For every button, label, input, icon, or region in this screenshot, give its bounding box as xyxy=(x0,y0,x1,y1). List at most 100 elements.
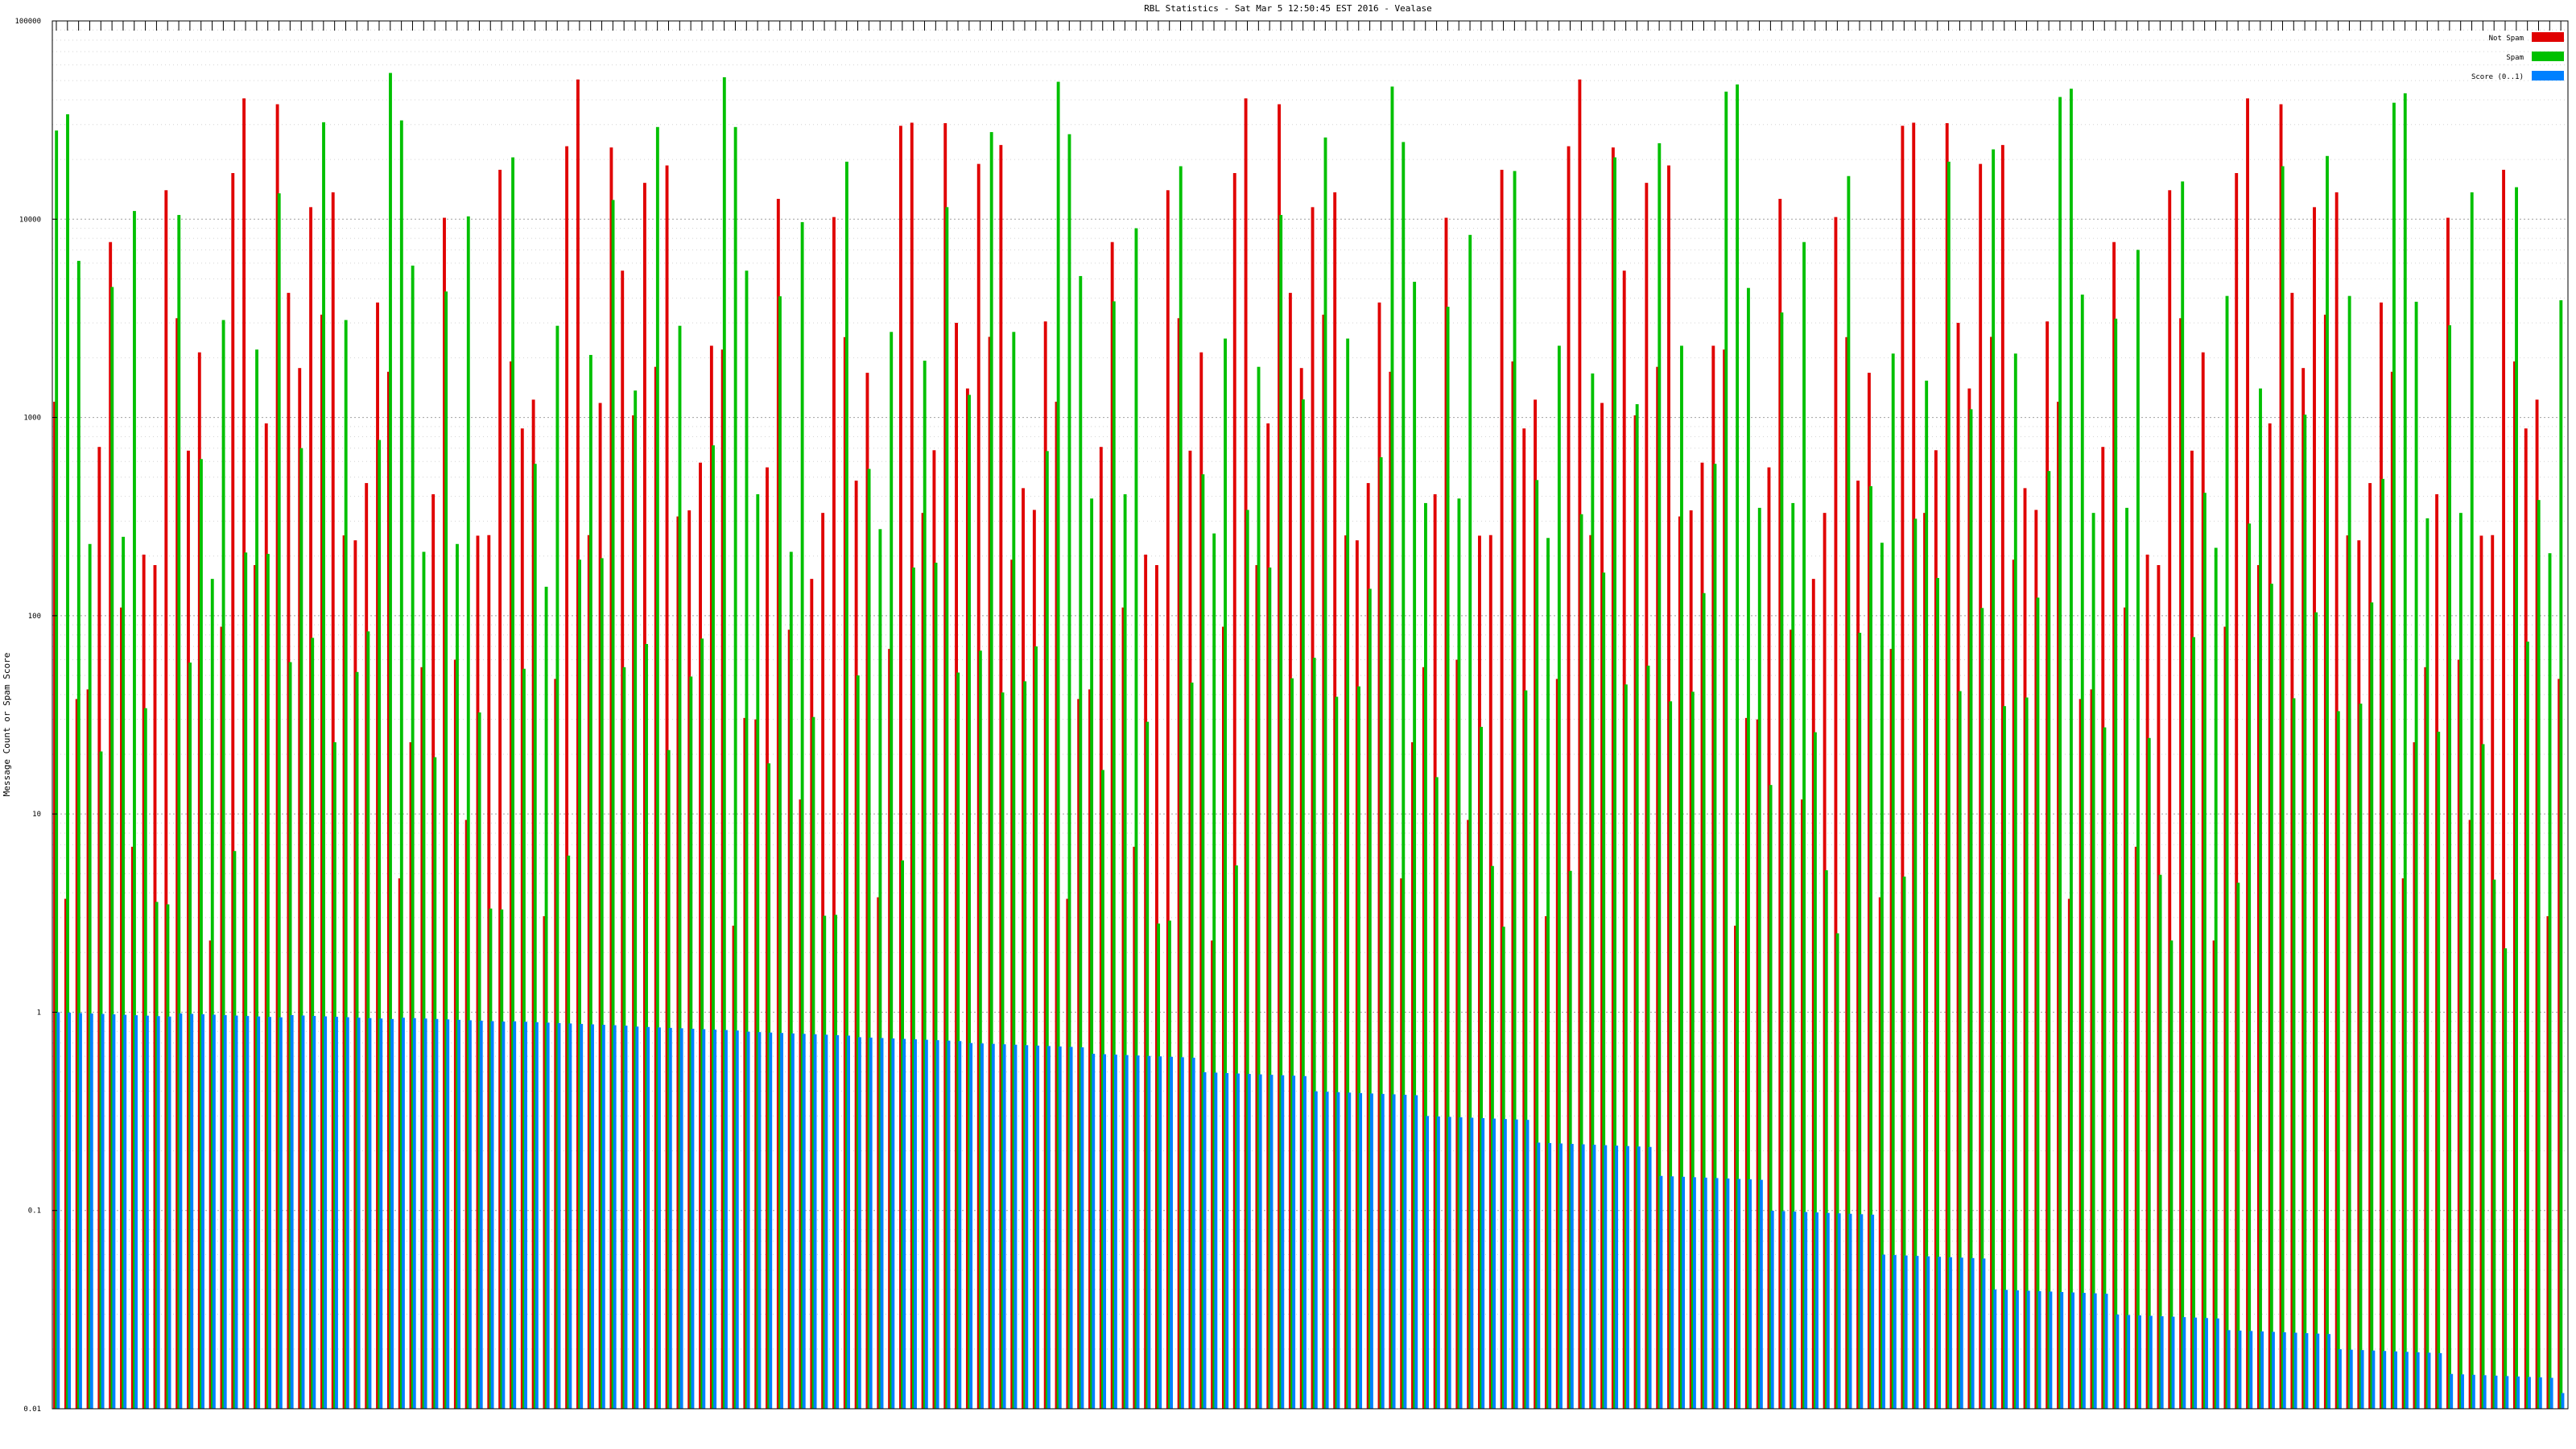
bar-not-spam xyxy=(2223,626,2227,1409)
bar-spam xyxy=(2437,731,2441,1409)
bar-score xyxy=(101,1013,105,1409)
bar-spam xyxy=(1858,633,1862,1409)
bar-not-spam xyxy=(1522,428,1526,1409)
bar-score xyxy=(1726,1178,1730,1409)
bar-not-spam xyxy=(1790,630,1794,1409)
bar-spam xyxy=(2025,697,2029,1409)
bar-spam xyxy=(1167,920,1171,1409)
bar-not-spam xyxy=(1700,462,1704,1409)
bar-not-spam xyxy=(709,345,713,1409)
bar-spam xyxy=(2425,518,2429,1409)
bar-not-spam xyxy=(1099,447,1103,1409)
bar-score xyxy=(179,1013,183,1409)
bar-score xyxy=(1436,1116,1440,1409)
bar-not-spam xyxy=(1744,717,1748,1409)
bar-not-spam xyxy=(2390,371,2394,1409)
bar-spam xyxy=(1936,577,1939,1409)
bar-not-spam xyxy=(1867,373,1871,1410)
bar-score xyxy=(1025,1045,1029,1409)
bar-not-spam xyxy=(53,402,56,1410)
bar-not-spam xyxy=(1567,146,1571,1409)
bar-score xyxy=(2471,1374,2475,1409)
bar-score xyxy=(947,1040,951,1409)
bar-not-spam xyxy=(598,402,602,1410)
bar-spam xyxy=(311,638,315,1409)
bar-spam xyxy=(1925,380,1929,1409)
bar-spam xyxy=(1112,301,1116,1409)
bar-score xyxy=(1269,1075,1274,1409)
bar-spam xyxy=(533,464,537,1409)
bar-score xyxy=(1626,1146,1629,1409)
bar-spam xyxy=(2326,155,2329,1409)
bar-score xyxy=(345,1017,349,1409)
bar-spam xyxy=(1157,923,1161,1409)
bar-score xyxy=(1715,1178,1719,1409)
bar-score xyxy=(1225,1073,1229,1409)
bar-not-spam xyxy=(409,742,413,1409)
y-tick-label: 1000 xyxy=(23,415,41,423)
bar-spam xyxy=(2448,325,2452,1410)
bar-not-spam xyxy=(1389,371,1393,1409)
bar-spam xyxy=(655,126,659,1409)
bar-spam xyxy=(767,763,771,1409)
bar-spam xyxy=(411,265,415,1410)
bar-spam xyxy=(2259,388,2262,1410)
bar-score xyxy=(2272,1331,2275,1409)
bar-score xyxy=(2060,1291,2064,1409)
bar-not-spam xyxy=(1511,361,1515,1409)
bar-spam xyxy=(1446,307,1450,1410)
bar-spam xyxy=(166,904,170,1409)
bar-spam xyxy=(1234,865,1238,1409)
bar-spam xyxy=(2003,706,2006,1409)
bar-not-spam xyxy=(955,323,958,1410)
bar-not-spam xyxy=(86,689,90,1409)
bar-spam xyxy=(522,668,526,1409)
bar-spam xyxy=(722,76,726,1409)
bar-spam xyxy=(1557,345,1561,1409)
bar-spam xyxy=(544,586,548,1409)
bar-score xyxy=(1770,1211,1774,1409)
bar-spam xyxy=(588,354,592,1410)
bar-not-spam xyxy=(1878,897,1882,1409)
bar-spam xyxy=(66,114,69,1409)
bar-score xyxy=(1191,1057,1195,1409)
bar-spam xyxy=(745,270,749,1409)
y-tick-label: 100 xyxy=(28,613,41,621)
bar-not-spam xyxy=(1366,483,1370,1409)
chart-title: RBL Statistics - Sat Mar 5 12:50:45 EST … xyxy=(1144,3,1432,14)
bar-score xyxy=(1336,1092,1340,1409)
bar-score xyxy=(746,1031,750,1409)
bar-spam xyxy=(466,216,470,1409)
bar-not-spam xyxy=(865,373,869,1410)
bar-not-spam xyxy=(2401,878,2405,1409)
bar-score xyxy=(635,1026,639,1409)
bar-spam xyxy=(444,291,448,1409)
bar-spam xyxy=(1992,149,1996,1409)
bar-spam xyxy=(1146,721,1150,1409)
bar-spam xyxy=(288,662,292,1409)
bar-spam xyxy=(834,914,838,1409)
bar-not-spam xyxy=(1043,321,1047,1409)
bar-spam xyxy=(2058,97,2062,1409)
bar-not-spam xyxy=(787,630,791,1409)
bar-spam xyxy=(55,130,59,1409)
bar-not-spam xyxy=(999,145,1003,1409)
bar-spam xyxy=(923,361,927,1410)
bar-not-spam xyxy=(1377,302,1381,1409)
bar-score xyxy=(1893,1255,1897,1409)
bar-not-spam xyxy=(1066,898,1070,1409)
bar-not-spam xyxy=(754,719,758,1409)
bar-spam xyxy=(756,493,760,1409)
bar-not-spam xyxy=(1723,349,1727,1410)
bar-not-spam xyxy=(1912,122,1916,1409)
bar-score xyxy=(1537,1142,1541,1409)
bar-spam xyxy=(1268,568,1272,1409)
bar-not-spam xyxy=(587,535,591,1409)
bar-not-spam xyxy=(654,366,658,1410)
bar-not-spam xyxy=(965,388,969,1410)
bar-not-spam xyxy=(476,535,480,1409)
bar-not-spam xyxy=(1711,345,1715,1409)
bar-not-spam xyxy=(2079,699,2083,1409)
bar-not-spam xyxy=(1823,513,1827,1409)
